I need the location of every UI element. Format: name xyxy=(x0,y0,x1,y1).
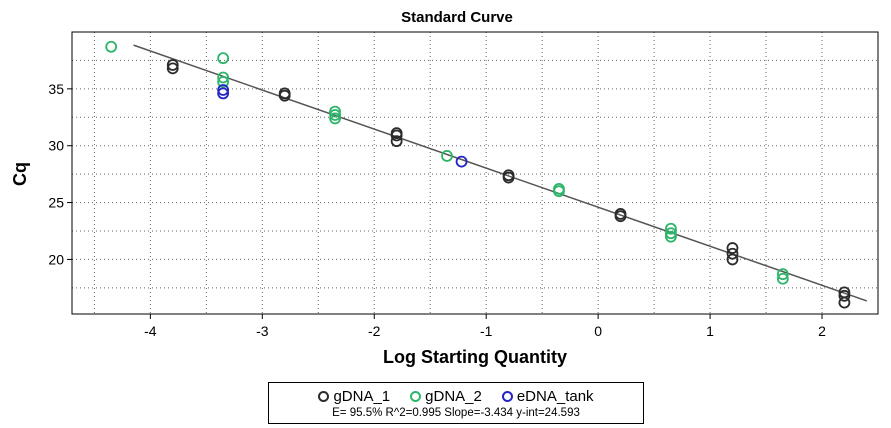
data-point xyxy=(329,105,341,118)
data-point xyxy=(726,247,739,260)
legend-marker-icon xyxy=(318,390,330,402)
data-point xyxy=(217,87,230,100)
plot-area xyxy=(71,31,879,315)
x-tick-label: 1 xyxy=(706,323,714,339)
legend-label: eDNA_tank xyxy=(516,387,594,405)
fit-line xyxy=(133,44,868,302)
x-tick-label: -3 xyxy=(256,323,269,339)
data-point xyxy=(553,183,565,195)
data-point xyxy=(217,76,230,88)
axis-ticks: -4 -3 -2 -1 0 1 2 20 25 30 35 xyxy=(48,81,826,339)
legend-item: gDNA_1 xyxy=(318,388,390,405)
data-point xyxy=(390,135,403,148)
legend-row: gDNA_1 gDNA_2 eDNA_tank xyxy=(269,387,643,405)
legend-item: eDNA_tank xyxy=(501,387,594,405)
data-point xyxy=(329,109,341,121)
x-tick-label: -1 xyxy=(480,323,493,339)
data-point xyxy=(838,289,851,302)
grid-lines xyxy=(72,32,878,314)
y-axis-label: Cq xyxy=(10,162,30,186)
data-point xyxy=(105,40,118,53)
x-tick-label: -4 xyxy=(144,323,157,339)
data-point xyxy=(329,112,341,125)
data-point xyxy=(390,127,403,140)
legend-label: gDNA_2 xyxy=(425,387,482,405)
x-tick-label: 2 xyxy=(818,323,826,339)
data-point xyxy=(726,242,739,254)
legend: gDNA_1 gDNA_2 eDNA_tank E= 95.5% R^2=0.995… xyxy=(268,382,644,424)
data-point xyxy=(502,169,515,182)
data-point xyxy=(278,87,291,100)
legend-marker-icon xyxy=(501,390,513,402)
x-axis-label: Log Starting Quantity xyxy=(383,347,567,367)
data-point xyxy=(776,268,789,281)
data-point xyxy=(455,155,468,168)
legend-item: gDNA_2 xyxy=(410,388,482,405)
data-point xyxy=(726,253,739,266)
data-point xyxy=(166,62,179,75)
y-tick-label: 30 xyxy=(48,138,64,154)
data-point xyxy=(217,71,230,84)
legend-marker-icon xyxy=(410,390,422,402)
x-tick-label: -2 xyxy=(368,323,381,339)
y-tick-label: 35 xyxy=(48,81,64,97)
data-point xyxy=(665,227,677,240)
legend-label: gDNA_1 xyxy=(333,387,391,405)
fit-line-group xyxy=(133,44,868,302)
data-point xyxy=(665,222,677,235)
chart-title: Standard Curve xyxy=(401,9,513,26)
y-tick-label: 20 xyxy=(48,251,64,267)
data-point xyxy=(665,230,677,243)
legend-stats: E= 95.5% R^2=0.995 Slope=-3.434 y-int=24… xyxy=(332,407,580,419)
data-points xyxy=(105,40,851,309)
data-point xyxy=(776,272,789,285)
y-tick-label: 25 xyxy=(48,195,64,211)
data-point xyxy=(614,208,627,220)
x-tick-label: 0 xyxy=(594,323,602,339)
data-point xyxy=(217,84,230,96)
data-point xyxy=(217,52,230,65)
data-point xyxy=(838,286,851,299)
data-point xyxy=(166,59,179,71)
data-point xyxy=(441,150,453,162)
